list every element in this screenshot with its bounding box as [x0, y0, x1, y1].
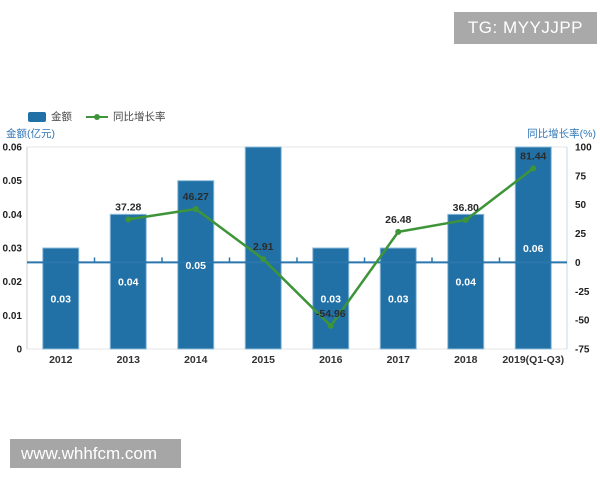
bar-value-label: 0.03 [388, 294, 409, 306]
left-axis-tick-label: 0.06 [3, 143, 23, 154]
bar-value-label: 0.05 [186, 260, 207, 272]
right-axis-tick-label: -50 [575, 316, 590, 327]
growth-line-marker [327, 322, 334, 329]
growth-line-marker [260, 256, 267, 263]
left-axis-tick-label: 0.04 [3, 210, 23, 221]
right-axis-tick-label: 0 [575, 258, 581, 269]
right-axis-tick-label: 25 [575, 229, 587, 240]
left-axis-title: 金额(亿元) [6, 128, 55, 140]
growth-value-label: -54.96 [316, 308, 346, 320]
site-watermark: www.whhfcm.com [10, 439, 181, 468]
x-axis-label: 2018 [454, 354, 478, 366]
bar-value-label: 0.06 [523, 243, 544, 255]
bar-2012 [42, 247, 80, 350]
right-axis-tick-label: 75 [575, 171, 587, 182]
growth-value-label: 36.80 [453, 202, 479, 214]
right-axis-tick-label: -25 [575, 287, 590, 298]
right-axis-tick-label: 50 [575, 200, 587, 211]
growth-line-marker [462, 216, 469, 223]
bar-2018 [447, 213, 485, 350]
growth-line-marker [395, 228, 402, 235]
bar-2013 [109, 213, 147, 350]
bar-value-label: 0.03 [321, 294, 342, 306]
left-axis-tick-label: 0.05 [3, 176, 23, 187]
growth-value-label: 46.27 [183, 191, 209, 203]
growth-line-marker [530, 165, 537, 172]
bar-value-label: 0.03 [51, 294, 72, 306]
left-axis-tick-label: 0.02 [3, 277, 23, 288]
left-axis-tick-label: 0 [16, 345, 22, 356]
legend-item-growth: 同比增长率 [86, 109, 166, 124]
x-axis-label: 2016 [319, 354, 343, 366]
legend-item-amount: 金额 [28, 109, 72, 124]
x-axis-label: 2019(Q1-Q3) [502, 354, 564, 366]
chart-legend: 金额 同比增长率 [28, 109, 166, 124]
telegram-watermark-badge: TG: MYYJJPP [453, 12, 597, 44]
x-axis-label: 2017 [387, 354, 411, 366]
growth-value-label: 81.44 [520, 150, 546, 162]
bar-swatch-icon [28, 111, 46, 122]
growth-line-marker [125, 216, 132, 223]
bar-2015 [244, 146, 282, 350]
left-axis-tick-label: 0.01 [3, 311, 23, 322]
bar-2019(Q1-Q3) [514, 146, 552, 350]
growth-value-label: 2.91 [253, 241, 274, 253]
legend-growth-label: 同比增长率 [113, 111, 166, 123]
bar-value-label: 0.04 [456, 277, 477, 289]
bar-2016 [312, 247, 350, 350]
bar-2017 [379, 247, 417, 350]
right-axis-title: 同比增长率(%) [527, 128, 596, 140]
growth-value-label: 37.28 [115, 201, 141, 213]
growth-value-label: 26.48 [385, 214, 411, 226]
right-axis-tick-label: -75 [575, 345, 590, 356]
x-axis-label: 2014 [184, 354, 208, 366]
left-axis-tick-label: 0.03 [3, 244, 23, 255]
bar-value-label: 0.04 [118, 277, 139, 289]
x-axis-label: 2013 [117, 354, 141, 366]
line-swatch-icon [86, 112, 108, 122]
growth-line-marker [192, 206, 199, 213]
x-axis-label: 2015 [252, 354, 276, 366]
right-axis-tick-label: 100 [575, 143, 592, 154]
x-axis-label: 2012 [49, 354, 73, 366]
legend-amount-label: 金额 [51, 111, 72, 123]
